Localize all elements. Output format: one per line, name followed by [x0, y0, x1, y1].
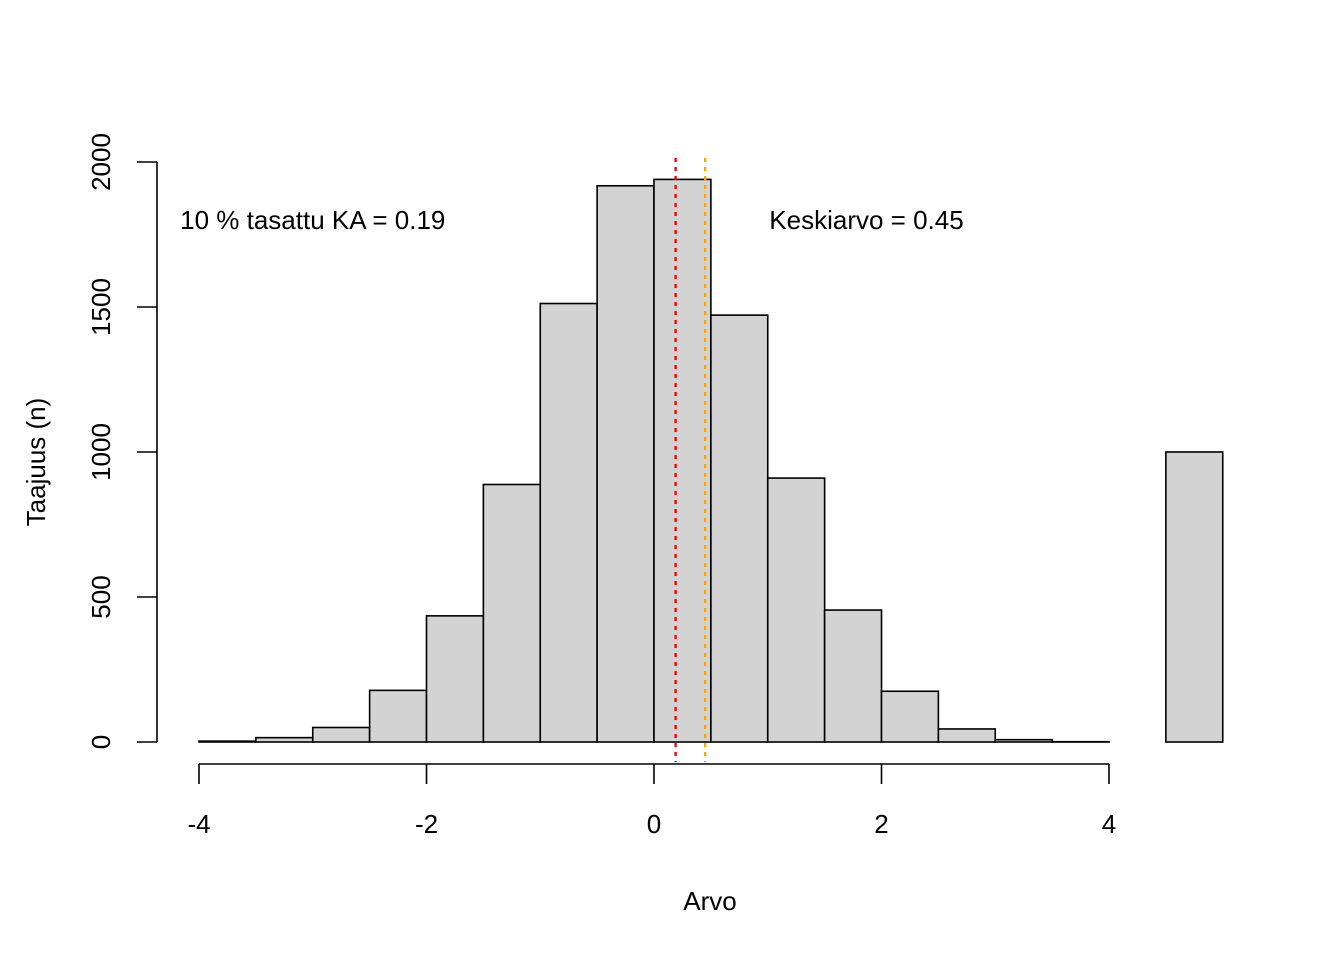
y-axis-title: Taajuus (n): [21, 398, 51, 527]
y-tick-label: 0: [86, 735, 116, 749]
x-axis: -4 -2 0 2 4: [187, 763, 1116, 839]
histogram-bar-11: [823, 609, 883, 743]
histogram-bar-0: [198, 740, 257, 743]
y-axis: 0 500 1000 1500 2000: [86, 133, 158, 749]
y-tick-label: 1000: [86, 423, 116, 481]
histogram-bar-1: [255, 736, 314, 743]
x-tick-label: 2: [874, 809, 888, 839]
histogram-bar-10: [766, 477, 826, 743]
histogram-bar-5: [482, 483, 542, 743]
mean-annotation: Keskiarvo = 0.45: [769, 205, 963, 235]
histogram-bar-7: [596, 184, 655, 743]
x-axis-title: Arvo: [683, 886, 736, 916]
histogram-bar-17: [1165, 451, 1224, 743]
histogram-bar-4: [425, 615, 485, 743]
trimmed-mean-annotation: 10 % tasattu KA = 0.19: [180, 205, 445, 235]
histogram-bar-8: [653, 178, 712, 743]
x-tick-label: -4: [187, 809, 210, 839]
x-tick-label: 4: [1102, 809, 1116, 839]
histogram-bar-6: [539, 302, 598, 743]
histogram-bar-13: [937, 728, 997, 743]
x-tick-label: -2: [415, 809, 438, 839]
y-tick-label: 500: [86, 575, 116, 618]
bars-group: [198, 178, 1224, 743]
x-tick-label: 0: [647, 809, 661, 839]
y-tick-label: 1500: [86, 278, 116, 336]
histogram-bar-9: [710, 314, 769, 743]
histogram-bar-2: [311, 726, 371, 743]
y-tick-label: 2000: [86, 133, 116, 191]
histogram-bar-14: [994, 738, 1053, 743]
reference-lines-group: [674, 158, 707, 762]
histogram-bar-3: [368, 689, 428, 743]
histogram-bar-12: [880, 690, 940, 743]
